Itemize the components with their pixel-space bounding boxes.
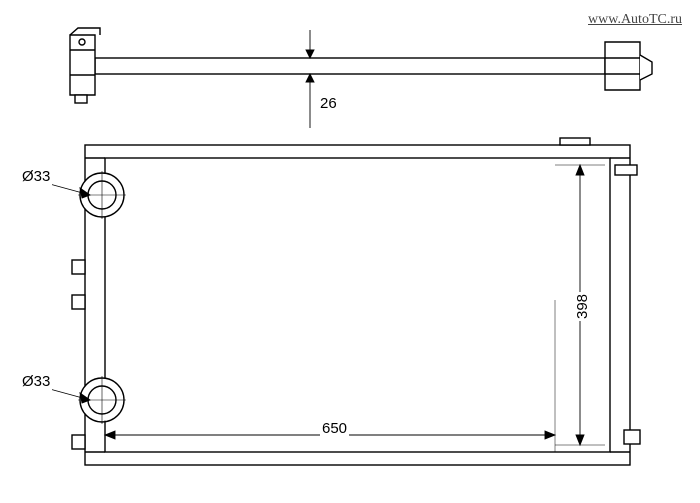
dim-thickness	[250, 30, 370, 128]
technical-drawing	[0, 0, 700, 503]
dim-port-lower-label: Ø33	[20, 373, 52, 390]
dim-thickness-label: 26	[318, 95, 339, 112]
port-leaders	[35, 180, 90, 403]
dim-height-label: 398	[574, 292, 591, 321]
dim-width-label: 650	[320, 420, 349, 437]
dim-port-upper-label: Ø33	[20, 168, 52, 185]
top-view	[70, 28, 652, 103]
source-url: www.AutoTC.ru	[588, 12, 682, 28]
